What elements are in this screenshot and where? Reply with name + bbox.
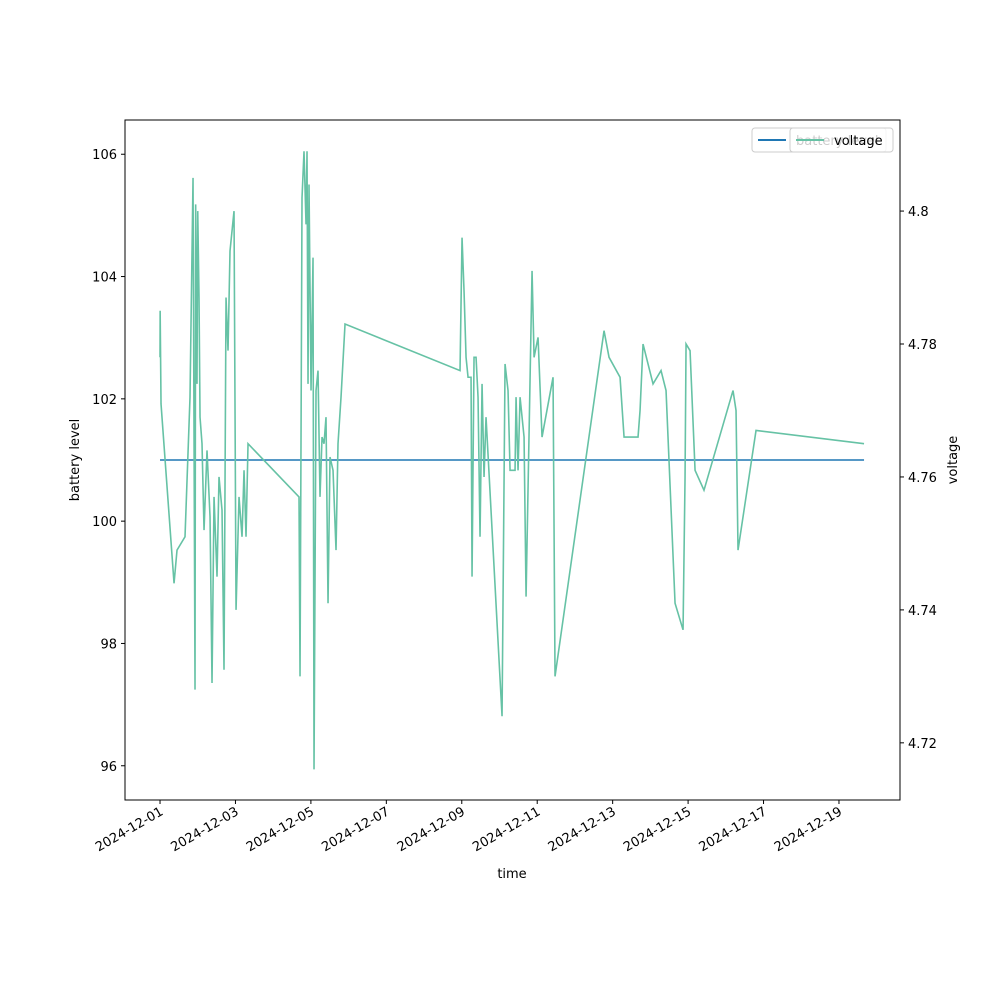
y-tick-label: 104 — [92, 271, 117, 286]
y2-tick-label: 4.72 — [908, 737, 937, 752]
x-tick-label: 2024-12-19 — [772, 804, 845, 855]
y-tick-label: 96 — [100, 760, 117, 775]
y-axis-label: battery level — [68, 419, 83, 502]
x-tick-label: 2024-12-05 — [244, 804, 317, 855]
y2-tick-label: 4.8 — [908, 205, 929, 220]
y-tick-label: 106 — [92, 148, 117, 163]
x-axis-label: time — [497, 867, 526, 882]
y2-tick-label: 4.74 — [908, 604, 937, 619]
y-tick-label: 100 — [92, 515, 117, 530]
y-tick-label: 102 — [92, 393, 117, 408]
x-tick-label: 2024-12-13 — [546, 804, 619, 855]
legend-label: voltage — [834, 134, 883, 149]
data-line — [159, 151, 865, 770]
x-tick-label: 2024-12-11 — [470, 804, 543, 855]
x-tick-label: 2024-12-15 — [621, 804, 694, 855]
plot-frame — [124, 119, 901, 801]
x-tick-label: 2024-12-09 — [395, 804, 468, 855]
x-tick-label: 2024-12-17 — [697, 804, 770, 855]
x-tick-label: 2024-12-07 — [319, 804, 392, 855]
y-tick-label: 98 — [100, 637, 117, 652]
x-tick-label: 2024-12-01 — [93, 804, 166, 855]
legend-box — [789, 127, 894, 153]
x-tick-label: 2024-12-03 — [169, 804, 242, 855]
y2-axis-label: voltage — [946, 436, 961, 485]
y2-tick-label: 4.78 — [908, 338, 937, 353]
y2-tick-label: 4.76 — [908, 471, 937, 486]
